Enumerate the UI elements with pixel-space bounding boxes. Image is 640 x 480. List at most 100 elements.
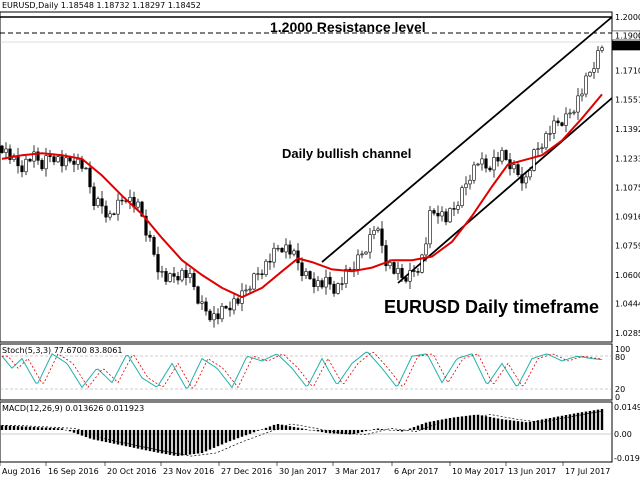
macd-bar — [560, 415, 564, 430]
candle-body — [228, 307, 232, 311]
candle-body — [232, 298, 236, 311]
macd-bar — [60, 428, 64, 430]
macd-axis-zero: 0.00 — [614, 430, 632, 439]
candle-body — [208, 310, 212, 321]
macd-bar — [28, 426, 32, 430]
candle-body — [520, 174, 524, 184]
macd-bar — [104, 429, 108, 443]
macd-bar — [408, 428, 412, 430]
price-axis-label: 1.0285 — [615, 329, 640, 338]
price-axis-label: 1.0759 — [615, 242, 640, 251]
macd-bar — [504, 419, 508, 430]
macd-bar — [136, 429, 140, 449]
candle-body — [368, 234, 372, 253]
time-axis-label: 27 Dec 2016 — [221, 467, 272, 476]
macd-bar — [596, 409, 600, 430]
macd-bar — [272, 424, 276, 430]
candle-body — [8, 148, 12, 160]
candle-body — [436, 212, 440, 217]
candle-body — [112, 213, 116, 215]
candle-body — [196, 286, 200, 304]
candle-body — [584, 75, 588, 95]
macd-bar — [80, 429, 84, 436]
stoch-axis-100: 100 — [615, 345, 630, 354]
macd-bar — [268, 426, 272, 430]
macd-bar — [328, 429, 332, 434]
macd-bar — [516, 421, 520, 430]
macd-bar — [400, 429, 404, 432]
candle-body — [600, 47, 604, 51]
candle-body — [364, 251, 368, 255]
macd-bar — [152, 429, 156, 452]
macd-bar — [356, 429, 360, 434]
time-axis-label: 6 Apr 2017 — [394, 467, 438, 476]
candle-body — [332, 283, 336, 294]
candle-body — [96, 198, 100, 206]
candle-body — [344, 268, 348, 284]
candle-body — [304, 271, 308, 276]
stoch-main-line — [1, 351, 603, 389]
macd-bar — [40, 427, 44, 430]
macd-bar — [288, 426, 292, 430]
candle-body — [76, 158, 80, 165]
candle-body — [256, 273, 260, 275]
macd-bar — [260, 429, 264, 430]
macd-bar — [112, 429, 116, 444]
macd-bar — [360, 429, 364, 433]
candle-body — [236, 298, 240, 304]
macd-bar — [456, 416, 460, 430]
candle-body — [312, 278, 316, 287]
candle-body — [56, 156, 60, 163]
candle-body — [348, 268, 352, 271]
macd-bar — [380, 429, 384, 430]
macd-bar — [148, 429, 152, 452]
candle-body — [276, 247, 280, 250]
macd-bar — [0, 425, 4, 430]
candle-body — [360, 253, 364, 256]
candle-body — [88, 167, 92, 188]
macd-bar — [508, 420, 512, 430]
price-axis-label: 1.2000 — [615, 13, 640, 22]
candle-body — [328, 276, 332, 285]
candle-body — [252, 273, 256, 290]
candle-body — [288, 244, 292, 255]
candle-body — [320, 280, 324, 288]
candle-body — [48, 155, 52, 157]
stoch-pane-frame — [0, 343, 613, 401]
macd-bar — [396, 429, 400, 432]
macd-bar — [240, 429, 244, 437]
candle-body — [552, 120, 556, 134]
time-axis-label: 16 Sep 2016 — [48, 467, 99, 476]
price-axis-label: 1.0916 — [615, 213, 640, 222]
macd-bar — [572, 413, 576, 430]
macd-bar — [56, 428, 60, 430]
macd-bar — [324, 429, 328, 433]
candle-body — [572, 111, 576, 114]
macd-bar — [384, 429, 388, 431]
macd-bar — [468, 415, 472, 430]
candle-body — [504, 150, 508, 160]
macd-bar — [188, 429, 192, 455]
candle-body — [28, 158, 32, 162]
candle-body — [104, 205, 108, 218]
macd-bar — [532, 420, 536, 430]
macd-bar — [484, 416, 488, 430]
price-series — [0, 45, 604, 328]
price-axis-label: 1.0600 — [615, 271, 640, 280]
time-axis-label: Aug 2016 — [2, 467, 41, 476]
stoch-label: Stoch(5,3,3) 77.6700 83.8061 — [2, 346, 123, 355]
macd-bar — [296, 427, 300, 430]
candle-body — [248, 288, 252, 291]
macd-bar — [564, 415, 568, 430]
candle-body — [224, 305, 228, 309]
candle-body — [452, 208, 456, 210]
macd-bar — [428, 421, 432, 430]
macd-bar — [160, 429, 164, 454]
candle-body — [564, 113, 568, 126]
candle-body — [388, 262, 392, 267]
candle-body — [68, 157, 72, 162]
candle-body — [456, 205, 460, 210]
macd-bar — [164, 429, 168, 455]
macd-bar — [32, 426, 36, 430]
